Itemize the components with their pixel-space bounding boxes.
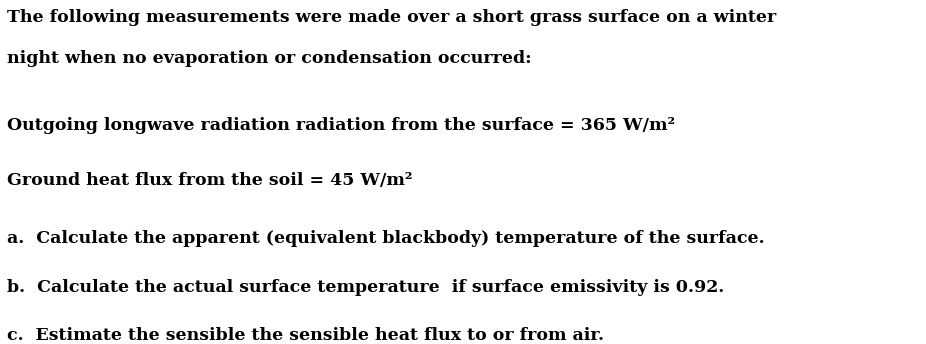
- Text: c.  Estimate the sensible the sensible heat flux to or from air.: c. Estimate the sensible the sensible he…: [7, 327, 605, 344]
- Text: a.  Calculate the apparent (equivalent blackbody) temperature of the surface.: a. Calculate the apparent (equivalent bl…: [7, 230, 765, 247]
- Text: night when no evaporation or condensation occurred:: night when no evaporation or condensatio…: [7, 50, 532, 67]
- Text: Outgoing longwave radiation radiation from the surface = 365 W/m²: Outgoing longwave radiation radiation fr…: [7, 117, 676, 134]
- Text: Ground heat flux from the soil = 45 W/m²: Ground heat flux from the soil = 45 W/m²: [7, 172, 413, 189]
- Text: The following measurements were made over a short grass surface on a winter: The following measurements were made ove…: [7, 9, 777, 25]
- Text: b.  Calculate the actual surface temperature  if surface emissivity is 0.92.: b. Calculate the actual surface temperat…: [7, 279, 725, 295]
